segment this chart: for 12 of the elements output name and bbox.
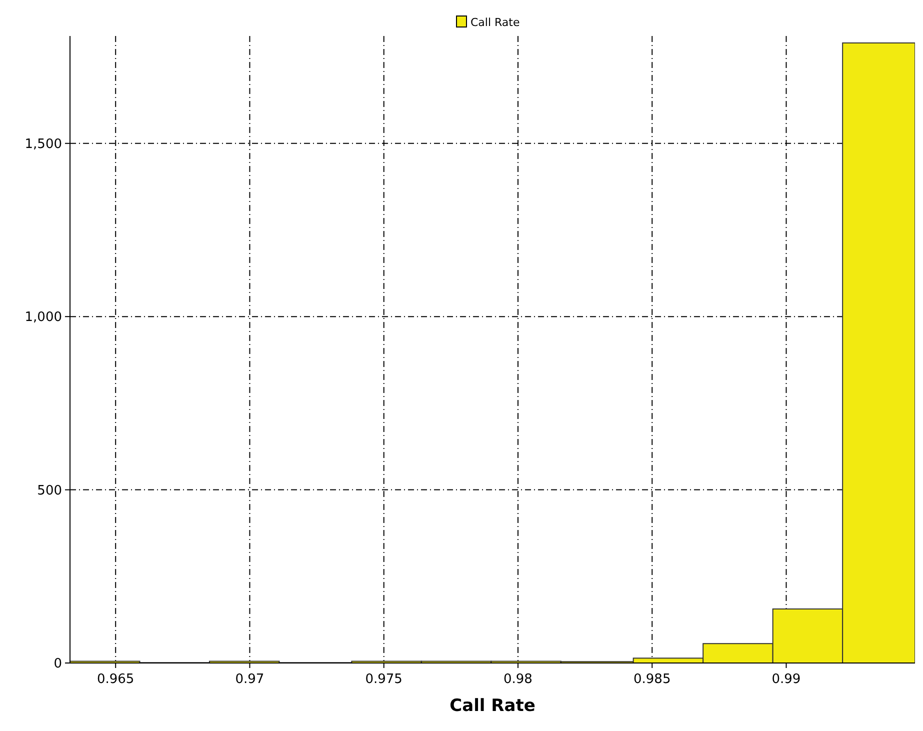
x-tick-label: 0.985 (634, 672, 671, 687)
y-tick-label: 1,500 (24, 136, 62, 152)
x-tick-label: 0.965 (96, 672, 134, 687)
x-tick-label: 0.99 (772, 672, 801, 687)
x-tick-label: 0.975 (365, 672, 402, 687)
x-tick-label: 0.98 (504, 672, 532, 687)
x-tick-label: 0.97 (235, 672, 264, 687)
y-tick-label: 500 (37, 483, 62, 498)
y-tick-label: 1,000 (24, 310, 62, 326)
x-axis-title: Call Rate (450, 696, 536, 716)
legend-label: Call Rate (470, 16, 520, 29)
y-tick-label: 0 (54, 656, 62, 672)
